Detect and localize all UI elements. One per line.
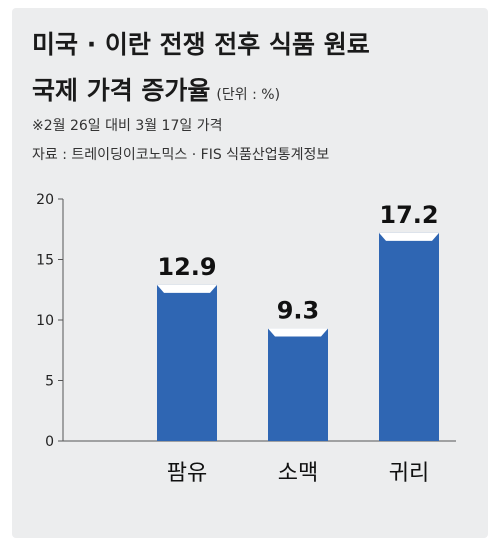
bar: [157, 284, 217, 441]
y-tick-label: 5: [45, 374, 54, 390]
unit-label: (단위 : %): [216, 87, 281, 103]
bar-chart: 0 5 10 15 20 12.9 9.3 17.2 팜유 소맥 귀리: [36, 192, 456, 486]
source-note: 자료 : 트레이딩이코노믹스 · FIS 식품산업통계정보: [32, 147, 330, 163]
chart-title-line-1: 미국 · 이란 전쟁 전후 식품 원료: [32, 30, 370, 59]
bar: [268, 328, 328, 441]
y-tick-label: 10: [36, 313, 54, 329]
chart-title-text: 국제 가격 증가율: [32, 76, 211, 105]
data-label: 12.9: [157, 253, 216, 281]
category-label: 소맥: [278, 461, 318, 486]
bars: 12.9 9.3 17.2: [157, 201, 439, 441]
bar: [379, 232, 439, 441]
bar-cap: [379, 232, 439, 241]
category-label: 귀리: [389, 461, 429, 486]
category-labels: 팜유 소맥 귀리: [167, 461, 429, 486]
category-label: 팜유: [167, 461, 207, 486]
y-tick-label: 20: [36, 192, 54, 208]
chart-card: 미국 · 이란 전쟁 전후 식품 원료 국제 가격 증가율 (단위 : %) ※2…: [12, 8, 488, 538]
data-label: 9.3: [277, 296, 320, 324]
bar-cap: [157, 284, 217, 293]
date-note: ※2월 26일 대비 3월 17일 가격: [32, 118, 223, 134]
data-label: 17.2: [379, 201, 438, 229]
chart-title-line-2: 국제 가격 증가율 (단위 : %): [32, 76, 280, 110]
y-tick-label: 0: [45, 434, 54, 450]
bar-cap: [268, 328, 328, 337]
y-tick-label: 15: [36, 253, 54, 269]
